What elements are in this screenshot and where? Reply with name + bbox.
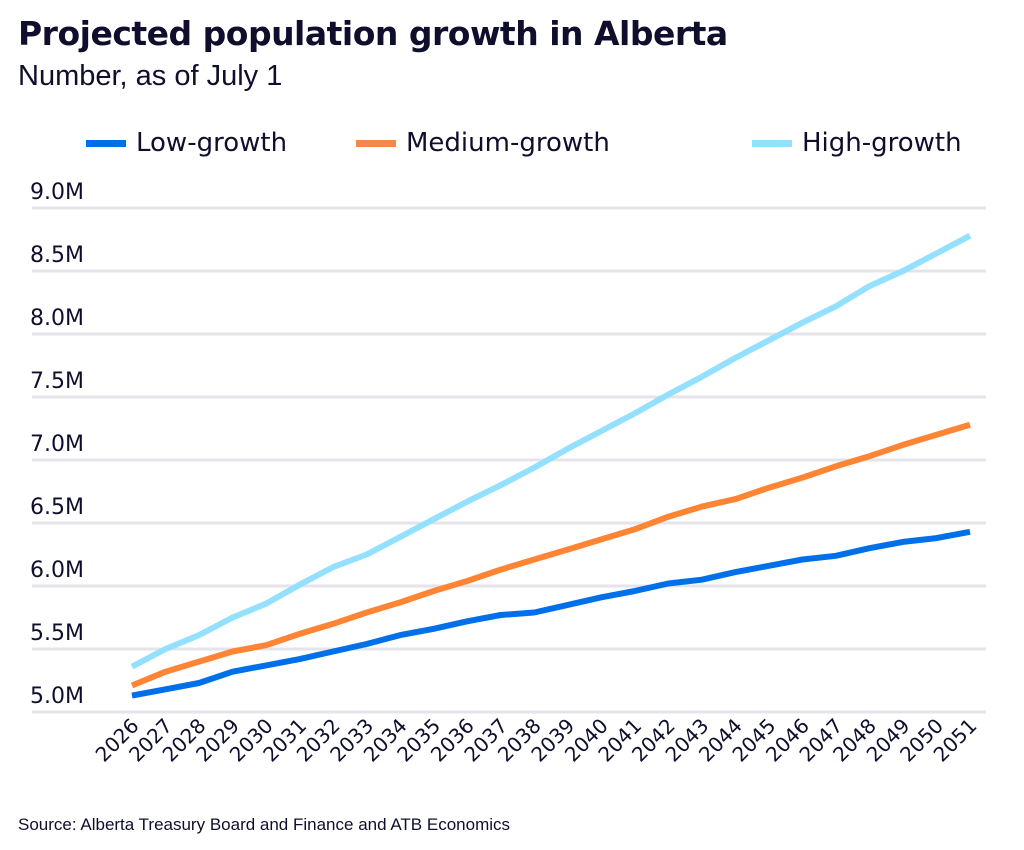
- y-tick-label: 6.0M: [30, 558, 84, 583]
- series-line-low-growth: [131, 528, 971, 699]
- legend-swatch-low: [86, 139, 126, 147]
- legend-label-low: Low-growth: [136, 128, 288, 158]
- y-tick-label: 5.5M: [30, 621, 84, 646]
- series-line-medium-growth: [130, 421, 971, 689]
- series-line-high-growth: [130, 233, 972, 670]
- y-tick-label: 7.5M: [30, 369, 84, 394]
- legend-label-medium: Medium-growth: [406, 128, 610, 158]
- legend-swatch-high: [752, 139, 792, 147]
- y-tick-label: 8.5M: [30, 243, 84, 268]
- y-tick-label: 8.0M: [30, 306, 84, 331]
- legend-item-medium: Medium-growth: [356, 128, 610, 158]
- legend-item-high: High-growth: [752, 128, 962, 158]
- legend-label-high: High-growth: [802, 128, 962, 158]
- chart-title: Projected population growth in Alberta: [18, 14, 728, 53]
- y-tick-label: 6.5M: [30, 495, 84, 520]
- legend-swatch-medium: [356, 139, 396, 147]
- y-tick-label: 7.0M: [30, 432, 84, 457]
- y-tick-label: 9.0M: [30, 180, 84, 205]
- y-tick-label: 5.0M: [30, 684, 84, 709]
- legend-item-low: Low-growth: [86, 128, 287, 158]
- chart-subtitle: Number, as of July 1: [18, 60, 283, 92]
- source-note: Source: Alberta Treasury Board and Finan…: [18, 815, 511, 834]
